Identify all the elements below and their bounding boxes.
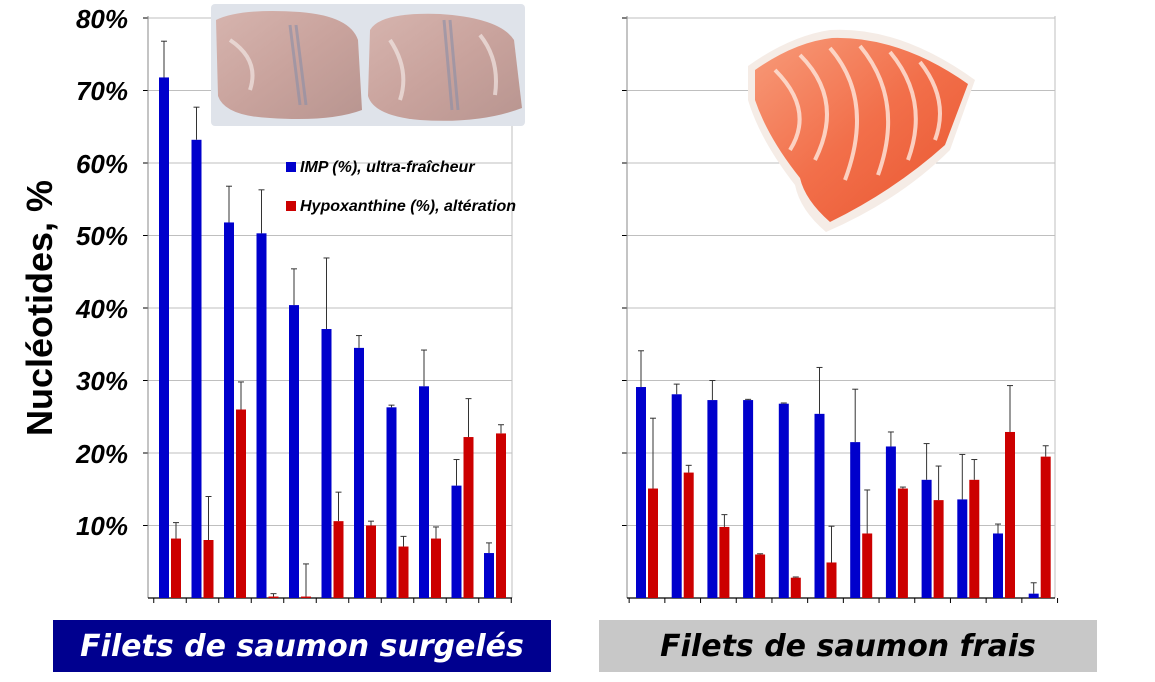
y-tick-label: 30%: [76, 366, 128, 396]
imp-bar: [1028, 593, 1039, 598]
imp-bar: [921, 479, 932, 598]
imp-bar: [671, 394, 682, 598]
hypoxanthine-bar: [171, 538, 181, 598]
imp-bar: [256, 233, 267, 598]
hypoxanthine-bar: [268, 596, 279, 598]
hypoxanthine-bar: [496, 433, 506, 598]
imp-bar: [707, 400, 718, 598]
hypoxanthine-bar: [719, 526, 730, 598]
legend-label-hypoxanthine: Hypoxanthine (%), altération: [300, 198, 516, 215]
imp-bar: [743, 400, 754, 598]
hypoxanthine-bar: [463, 437, 474, 598]
y-tick-labels: 80% 70% 60% 50% 40% 30% 20% 10%: [75, 4, 128, 541]
hypoxanthine-bar: [333, 521, 344, 598]
hypoxanthine-bar: [862, 533, 873, 598]
imp-bar: [957, 499, 968, 598]
caption-frozen-salmon: Filets de saumon surgelés: [53, 620, 551, 672]
hypoxanthine-bar: [366, 525, 376, 598]
y-axis-label: Nucléotides, %: [19, 180, 60, 436]
legend-swatch-hypoxanthine: [286, 201, 296, 211]
imp-bar: [159, 77, 169, 598]
hypoxanthine-bar: [1040, 456, 1051, 598]
imp-bar: [289, 305, 299, 598]
fresh-salmon-fillet-photo: [748, 29, 975, 233]
hypoxanthine-bar: [897, 488, 908, 598]
hypoxanthine-bar: [648, 488, 658, 598]
imp-bar: [451, 485, 462, 598]
y-tick-label: 10%: [76, 511, 128, 541]
imp-bar: [850, 442, 861, 598]
imp-bar: [484, 553, 494, 598]
imp-bar: [778, 403, 789, 598]
imp-bar: [993, 533, 1003, 598]
hypoxanthine-bar: [431, 538, 441, 598]
y-tick-label: 80%: [76, 4, 128, 34]
legend-swatch-imp: [286, 162, 296, 172]
imp-bar: [321, 329, 332, 598]
imp-bar: [814, 413, 825, 598]
hypoxanthine-bar: [1005, 431, 1015, 598]
legend: IMP (%), ultra-fraîcheur Hypoxanthine (%…: [286, 159, 516, 215]
hypoxanthine-bar: [755, 554, 766, 598]
hypoxanthine-bar: [683, 472, 694, 598]
hypoxanthine-bar: [790, 577, 801, 598]
hypoxanthine-bar: [826, 562, 837, 598]
hypoxanthine-bar: [203, 540, 214, 598]
hypoxanthine-bar: [301, 596, 311, 598]
hypoxanthine-bar: [933, 500, 944, 598]
hypoxanthine-bar: [236, 409, 246, 598]
hypoxanthine-bar: [398, 546, 409, 598]
imp-bar: [354, 347, 364, 598]
imp-bar: [191, 139, 202, 599]
y-tick-label: 70%: [76, 76, 128, 106]
frozen-salmon-fillets-photo: [211, 4, 525, 126]
legend-label-imp: IMP (%), ultra-fraîcheur: [300, 159, 475, 176]
y-tick-label: 50%: [76, 221, 128, 251]
imp-bar: [386, 407, 397, 598]
caption-fresh-salmon: Filets de saumon frais: [599, 620, 1097, 672]
imp-bar: [419, 386, 429, 598]
imp-bar: [224, 222, 234, 598]
imp-bar: [885, 446, 896, 598]
imp-bar: [636, 387, 646, 598]
hypoxanthine-bar: [969, 479, 980, 598]
y-tick-label: 60%: [76, 149, 128, 179]
y-tick-label: 20%: [75, 439, 128, 469]
y-tick-label: 40%: [75, 294, 128, 324]
